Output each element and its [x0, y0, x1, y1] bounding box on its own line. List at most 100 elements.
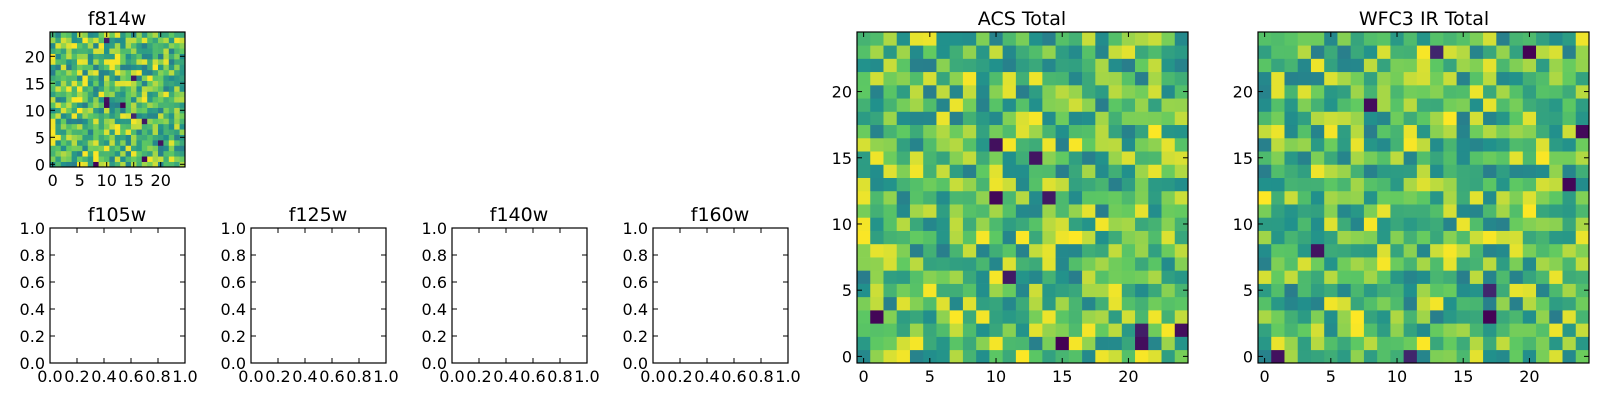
heatmap-cell	[1002, 296, 1017, 311]
heatmap-cell	[1575, 283, 1590, 298]
heatmap-cell	[1029, 190, 1043, 205]
heatmap-cell	[1403, 296, 1418, 311]
heatmap-cell	[1082, 283, 1096, 298]
heatmap-cell	[158, 80, 164, 87]
heatmap-cell	[141, 123, 148, 130]
heatmap-cell	[936, 296, 951, 311]
heatmap-cell	[93, 59, 99, 65]
heatmap-cell	[109, 161, 116, 168]
heatmap-cell	[896, 84, 911, 99]
heatmap-cell	[60, 86, 67, 92]
heatmap-cell	[141, 156, 148, 162]
heatmap-cell	[896, 270, 911, 284]
heatmap-cell	[1377, 98, 1391, 112]
heatmap-cell	[909, 217, 924, 231]
heatmap-cell	[1148, 323, 1162, 337]
heatmap-cell	[1363, 217, 1378, 231]
heatmap-cell	[1258, 84, 1272, 99]
heatmap-cell	[1174, 349, 1189, 364]
heatmap-cell	[1135, 124, 1149, 139]
heatmap-cell	[896, 177, 911, 192]
heatmap-cell	[857, 336, 871, 351]
heatmap-cell	[1108, 230, 1123, 245]
heatmap-cell	[857, 137, 871, 152]
heatmap-cell	[179, 129, 186, 135]
heatmap-cell	[152, 53, 159, 60]
heatmap-cell	[1002, 283, 1017, 298]
heatmap-cell	[82, 123, 89, 130]
heatmap-cell	[1055, 164, 1070, 178]
heatmap-cell	[1456, 270, 1471, 284]
heatmap-cell	[109, 96, 116, 103]
heatmap-cell	[1390, 58, 1404, 73]
heatmap-cell	[1042, 124, 1056, 139]
heatmap-cell	[1456, 71, 1471, 86]
heatmap-cell	[66, 86, 72, 92]
heatmap-cell	[1324, 310, 1338, 324]
heatmap-cell	[125, 102, 132, 108]
heatmap-cell	[66, 96, 72, 103]
heatmap-cell	[163, 123, 170, 130]
heatmap-cell	[1095, 71, 1109, 86]
heatmap-cell	[125, 156, 132, 162]
heatmap-cell	[949, 124, 964, 139]
heatmap-cell	[989, 45, 1003, 59]
heatmap-cell	[1297, 45, 1312, 59]
heatmap-cell	[1377, 310, 1391, 324]
heatmap-cell	[1377, 58, 1391, 73]
heatmap-cell	[1161, 71, 1176, 86]
y-tick-label: 0	[35, 155, 45, 174]
heatmap-cell	[1575, 32, 1590, 46]
y-tick-label: 10	[25, 101, 45, 120]
panel-title-f125w: f125w	[289, 204, 348, 226]
y-tick-label: 15	[25, 74, 45, 93]
heatmap-cell	[923, 151, 937, 165]
heatmap-cell	[1363, 243, 1378, 258]
heatmap-cell	[163, 107, 170, 114]
heatmap-cell	[1522, 243, 1537, 258]
heatmap-cell	[1148, 177, 1162, 192]
heatmap-cell	[857, 98, 871, 112]
heatmap-cell	[909, 84, 924, 99]
heatmap-cell	[1469, 270, 1484, 284]
heatmap-cell	[1522, 45, 1537, 59]
heatmap-cell	[1095, 124, 1109, 139]
heatmap-cell	[104, 118, 110, 125]
heatmap-cell	[1271, 270, 1285, 284]
heatmap-cell	[1108, 124, 1123, 139]
heatmap-cell	[1310, 204, 1325, 218]
heatmap-cell	[949, 349, 964, 364]
heatmap-cell	[1390, 296, 1404, 311]
heatmap-cell	[1509, 230, 1524, 245]
heatmap-cell	[1443, 230, 1457, 245]
heatmap-cell	[1416, 296, 1431, 311]
heatmap-cell	[1284, 204, 1299, 218]
heatmap-cell	[1536, 71, 1550, 86]
heatmap-cell	[1324, 124, 1338, 139]
heatmap-cell	[1174, 217, 1189, 231]
heatmap-cell	[1042, 151, 1056, 165]
heatmap-cell	[1284, 151, 1299, 165]
heatmap-cell	[120, 156, 126, 162]
heatmap-cell	[77, 80, 83, 87]
heatmap-cell	[1509, 45, 1524, 59]
heatmap-cell	[1337, 164, 1352, 178]
heatmap-cell	[1456, 336, 1471, 351]
heatmap-cell	[147, 64, 153, 71]
heatmap-cell	[1324, 164, 1338, 178]
heatmap-cell	[857, 204, 871, 218]
heatmap-cell	[870, 71, 884, 86]
heatmap-cell	[1174, 45, 1189, 59]
heatmap-cell	[923, 296, 937, 311]
heatmap-cell	[883, 137, 898, 152]
heatmap-cell	[1337, 32, 1352, 46]
heatmap-cell	[896, 296, 911, 311]
heatmap-cell	[1271, 323, 1285, 337]
heatmap-cell	[120, 113, 126, 119]
heatmap-cell	[136, 59, 143, 65]
heatmap-cell	[60, 102, 67, 108]
heatmap-cell	[1284, 32, 1299, 46]
heatmap-cell	[104, 107, 110, 114]
heatmap-cell	[1095, 164, 1109, 178]
